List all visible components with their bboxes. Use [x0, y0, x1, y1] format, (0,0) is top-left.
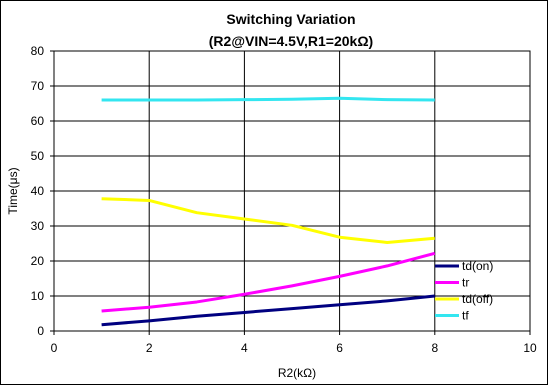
x-tick-label: 4 — [241, 341, 248, 355]
y-tick-label: 20 — [31, 254, 45, 268]
legend-label-td-off: td(off) — [462, 292, 493, 306]
y-tick-label: 40 — [31, 184, 45, 198]
series-line-tr — [101, 251, 436, 313]
x-axis-label: R2(kΩ) — [278, 366, 316, 380]
gridlines — [54, 51, 530, 331]
chart-title: Switching Variation — [226, 11, 355, 27]
y-tick-label: 10 — [31, 289, 45, 303]
legend: td(on) tr td(off) tf — [435, 259, 493, 323]
series-line-tf — [101, 96, 435, 102]
x-tick-label: 2 — [146, 341, 153, 355]
x-tick-label: 10 — [523, 341, 537, 355]
legend-label-tr: tr — [462, 276, 469, 290]
series-lines — [101, 96, 436, 327]
y-tick-label: 70 — [31, 79, 45, 93]
y-axis-label: Time(μs) — [6, 167, 20, 214]
series-line-td-off — [101, 197, 435, 244]
x-axis-ticks: 0 2 4 6 8 10 — [51, 331, 537, 355]
y-tick-label: 60 — [31, 114, 45, 128]
y-tick-label: 80 — [31, 44, 45, 58]
x-tick-label: 6 — [336, 341, 343, 355]
y-axis-ticks: 0 10 20 30 40 50 60 70 80 — [31, 44, 54, 338]
series-line-td-on — [101, 294, 435, 327]
y-tick-label: 50 — [31, 149, 45, 163]
x-tick-label: 0 — [51, 341, 58, 355]
legend-label-td-on: td(on) — [462, 259, 493, 273]
y-tick-label: 30 — [31, 219, 45, 233]
chart-subtitle: (R2@VIN=4.5V,R1=20kΩ) — [209, 33, 373, 49]
y-tick-label: 0 — [37, 324, 44, 338]
legend-label-tf: tf — [462, 309, 469, 323]
x-tick-label: 8 — [431, 341, 438, 355]
